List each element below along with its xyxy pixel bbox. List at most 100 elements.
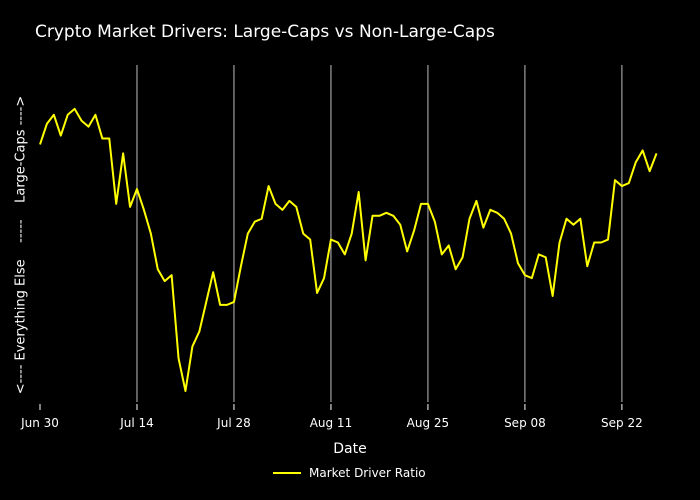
data-point[interactable] [252, 219, 258, 225]
data-point[interactable] [321, 275, 327, 281]
data-point[interactable] [654, 150, 660, 156]
data-point[interactable] [65, 112, 71, 118]
data-point[interactable] [543, 254, 549, 260]
data-point[interactable] [300, 231, 306, 237]
data-point[interactable] [522, 272, 528, 278]
data-point[interactable] [155, 266, 161, 272]
data-point[interactable] [626, 180, 632, 186]
data-point[interactable] [196, 329, 202, 335]
data-point[interactable] [99, 136, 105, 142]
y-axis-label: <---- Everything Else ----- Large-Caps -… [13, 95, 29, 395]
data-point[interactable] [342, 251, 348, 257]
data-point[interactable] [376, 213, 382, 219]
data-point[interactable] [446, 242, 452, 248]
data-point[interactable] [85, 124, 91, 130]
data-point[interactable] [79, 118, 85, 124]
data-point[interactable] [127, 204, 133, 210]
data-point[interactable] [349, 231, 355, 237]
data-point[interactable] [432, 219, 438, 225]
data-point[interactable] [134, 186, 140, 192]
data-point[interactable] [231, 299, 237, 305]
data-point[interactable] [640, 147, 646, 153]
data-point[interactable] [577, 216, 583, 222]
data-point[interactable] [44, 121, 50, 127]
data-point[interactable] [148, 231, 154, 237]
data-point[interactable] [439, 251, 445, 257]
data-point[interactable] [51, 112, 57, 118]
data-point[interactable] [418, 201, 424, 207]
data-point[interactable] [633, 159, 639, 165]
data-point[interactable] [404, 248, 410, 254]
data-point[interactable] [92, 112, 98, 118]
data-point[interactable] [37, 141, 43, 147]
data-point[interactable] [182, 388, 188, 394]
data-point[interactable] [224, 302, 230, 308]
data-point[interactable] [467, 216, 473, 222]
data-point[interactable] [72, 106, 78, 112]
data-point[interactable] [501, 216, 507, 222]
data-point[interactable] [259, 216, 265, 222]
data-point[interactable] [612, 177, 618, 183]
data-point[interactable] [363, 257, 369, 263]
legend-label: Market Driver Ratio [309, 466, 426, 480]
data-point[interactable] [203, 299, 209, 305]
data-point[interactable] [591, 240, 597, 246]
data-point[interactable] [58, 133, 64, 139]
point-layer [37, 106, 660, 394]
data-point[interactable] [529, 275, 535, 281]
data-point[interactable] [480, 225, 486, 231]
x-tick-label: Sep 22 [601, 416, 643, 430]
data-point[interactable] [570, 222, 576, 228]
data-point[interactable] [217, 302, 223, 308]
data-point[interactable] [515, 260, 521, 266]
data-point[interactable] [314, 290, 320, 296]
data-point[interactable] [169, 272, 175, 278]
data-point[interactable] [273, 201, 279, 207]
data-point[interactable] [550, 293, 556, 299]
data-point[interactable] [293, 204, 299, 210]
data-point[interactable] [266, 183, 272, 189]
data-point[interactable] [279, 207, 285, 213]
data-point[interactable] [335, 240, 341, 246]
data-point[interactable] [189, 343, 195, 349]
data-point[interactable] [487, 207, 493, 213]
data-point[interactable] [425, 201, 431, 207]
data-point[interactable] [453, 266, 459, 272]
data-point[interactable] [598, 240, 604, 246]
data-point[interactable] [647, 168, 653, 174]
data-point[interactable] [584, 263, 590, 269]
data-point[interactable] [162, 278, 168, 284]
data-point[interactable] [370, 213, 376, 219]
data-point[interactable] [106, 136, 112, 142]
data-point[interactable] [557, 240, 563, 246]
data-point[interactable] [411, 228, 417, 234]
data-point[interactable] [113, 201, 119, 207]
x-tick-label: Aug 25 [407, 416, 450, 430]
data-point[interactable] [508, 231, 514, 237]
data-point[interactable] [383, 210, 389, 216]
data-point[interactable] [356, 189, 362, 195]
data-point[interactable] [397, 222, 403, 228]
data-point[interactable] [460, 254, 466, 260]
data-point[interactable] [619, 183, 625, 189]
data-point[interactable] [176, 355, 182, 361]
data-point[interactable] [120, 150, 126, 156]
data-point[interactable] [245, 231, 251, 237]
data-point[interactable] [141, 207, 147, 213]
data-point[interactable] [563, 216, 569, 222]
data-point[interactable] [605, 237, 611, 243]
data-point[interactable] [210, 269, 216, 275]
legend[interactable]: Market Driver Ratio [273, 466, 426, 480]
legend-line-swatch [273, 472, 301, 474]
x-tick-label: Jul 28 [216, 416, 251, 430]
data-point[interactable] [390, 213, 396, 219]
data-point[interactable] [494, 210, 500, 216]
data-point[interactable] [328, 237, 334, 243]
data-point[interactable] [307, 237, 313, 243]
data-point[interactable] [286, 198, 292, 204]
x-tick-label: Jul 14 [119, 416, 154, 430]
data-point[interactable] [536, 251, 542, 257]
data-point[interactable] [473, 198, 479, 204]
data-point[interactable] [238, 263, 244, 269]
